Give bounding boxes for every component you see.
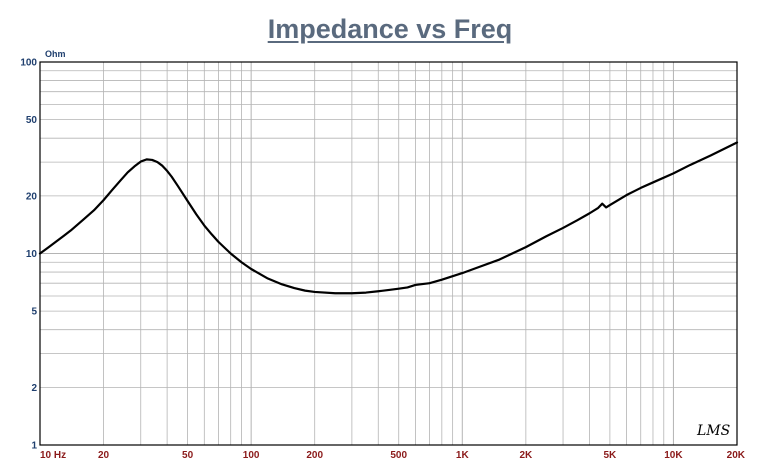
lms-watermark: LMS <box>696 423 730 439</box>
x-tick-label: 1K <box>456 450 470 461</box>
y-tick-label: 5 <box>31 307 37 318</box>
x-tick-label: 50 <box>182 450 194 461</box>
y-axis-unit-label: Ohm <box>45 49 66 59</box>
x-tick-label: 20K <box>727 450 746 461</box>
x-tick-label: 20 <box>98 450 110 461</box>
y-tick-label: 100 <box>20 58 37 69</box>
x-tick-label: 100 <box>243 450 260 461</box>
x-tick-label: 10 Hz <box>40 450 66 461</box>
x-tick-label: 10K <box>664 450 683 461</box>
y-tick-labels: 100 50 20 10 5 2 1 <box>20 58 37 452</box>
y-tick-label: 2 <box>31 383 37 394</box>
y-tick-label: 50 <box>26 115 38 126</box>
x-tick-labels: 10 Hz 20 50 100 200 500 1K 2K 5K 10K 20K <box>40 450 746 461</box>
y-tick-label: 10 <box>26 249 38 260</box>
impedance-curve <box>38 141 739 295</box>
y-tick-label: 20 <box>26 191 38 202</box>
x-tick-label: 2K <box>519 450 533 461</box>
grid-lines <box>39 62 738 446</box>
x-tick-label: 5K <box>603 450 617 461</box>
y-tick-label: 1 <box>31 441 37 452</box>
x-tick-label: 500 <box>390 450 407 461</box>
x-tick-label: 200 <box>306 450 323 461</box>
chart-title: Impedance vs Freq <box>267 14 513 44</box>
